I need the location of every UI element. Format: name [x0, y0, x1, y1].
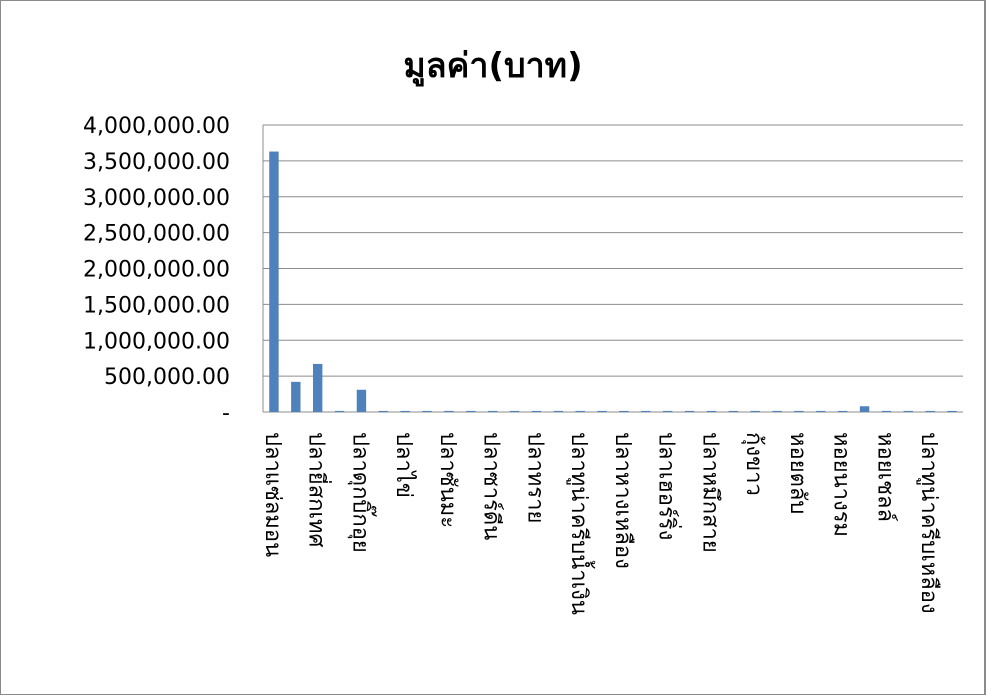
bar	[575, 410, 585, 412]
x-tick-label: ปลาซาร์ดีน	[479, 432, 504, 540]
bar	[772, 410, 782, 412]
bar	[487, 410, 498, 412]
bar	[466, 410, 476, 412]
bar	[334, 410, 345, 412]
y-tick-label: 500,000.00	[104, 365, 230, 390]
bar	[269, 151, 279, 413]
y-tick-label: 1,500,000.00	[83, 293, 230, 318]
y-tick-label: 4,000,000.00	[83, 114, 230, 139]
bar	[641, 410, 651, 412]
x-tick-label: ปลาไข่	[391, 432, 417, 498]
x-tick-label: หอยเชลล์	[872, 432, 897, 522]
x-tick-label: หอยนางรม	[829, 432, 854, 537]
x-tick-label: ปลาแซ่ลมอน	[260, 432, 285, 557]
bar	[794, 410, 804, 412]
bar	[706, 410, 717, 412]
bar	[597, 410, 607, 412]
x-tick-label: กุ้งขาว	[741, 432, 766, 496]
y-tick-label: 2,000,000.00	[83, 258, 230, 283]
x-tick-label: ปลาทูน่าครีบเหลือง	[916, 432, 941, 614]
y-tick-label: 3,000,000.00	[83, 186, 230, 211]
bar	[444, 410, 454, 412]
x-tick-label: ปลาซันมะ	[435, 432, 460, 528]
bar	[356, 389, 367, 412]
bar	[816, 410, 826, 412]
y-tick-label: 1,000,000.00	[83, 329, 230, 354]
bar	[881, 410, 892, 412]
bar	[400, 410, 410, 412]
bar	[312, 363, 323, 412]
bar	[619, 410, 629, 412]
bar	[662, 410, 673, 412]
x-tick-label: ปลาหมึกสาย	[697, 432, 722, 553]
bar	[728, 410, 739, 412]
chart-title: มูลค่า(บาท)	[403, 46, 583, 86]
bar	[422, 410, 432, 412]
y-tick-label: 2,500,000.00	[83, 222, 230, 247]
y-tick-label: -	[222, 401, 230, 426]
bar	[553, 410, 564, 412]
bar	[750, 410, 760, 412]
x-tick-label: ปลาทราย	[522, 432, 547, 523]
x-tick-label: ปลาเฮอร์ริ่ง	[654, 432, 683, 540]
bar	[837, 410, 848, 412]
bar	[859, 406, 870, 412]
x-tick-label: ปลาหางเหลือง	[610, 432, 635, 569]
bar	[378, 410, 389, 412]
bar	[531, 410, 542, 412]
bar	[903, 410, 914, 412]
bar	[684, 410, 695, 412]
x-tick-label: ปลาดุกบิ๊กอุย	[347, 432, 377, 553]
x-tick-label: ปลาทูน่าครีบน้ำเงิน	[566, 432, 595, 615]
y-tick-label: 3,500,000.00	[83, 150, 230, 175]
bar	[509, 410, 520, 412]
bar	[947, 410, 957, 412]
bar	[925, 410, 935, 412]
x-tick-label: ปลายี่สกเทศ	[304, 432, 333, 547]
bar	[291, 381, 301, 412]
x-tick-label: หอยตลับ	[785, 432, 810, 514]
